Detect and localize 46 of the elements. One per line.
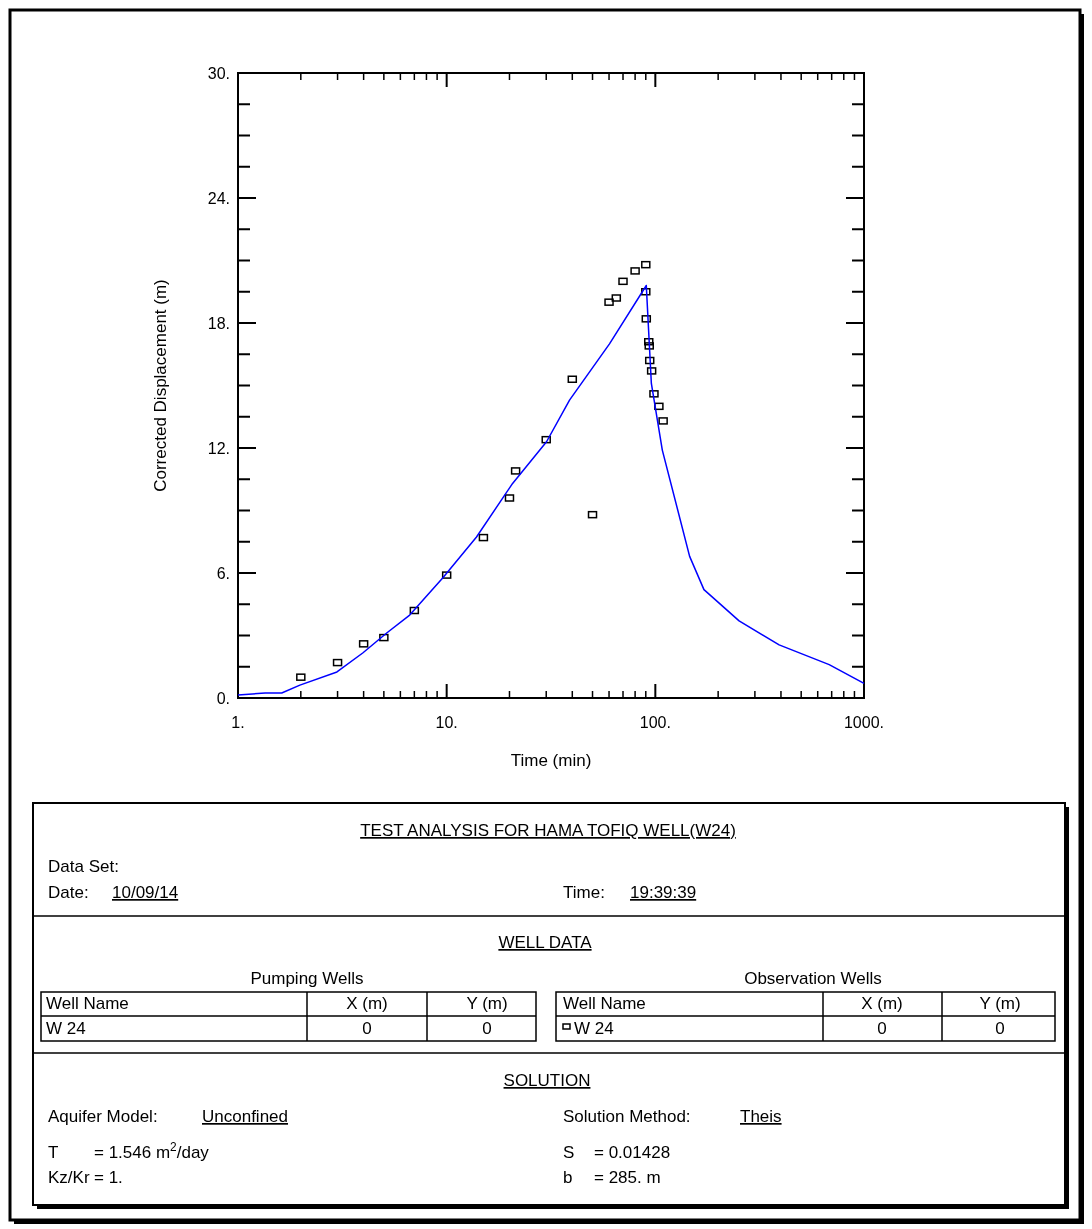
y-tick-label: 6.: [216, 565, 230, 582]
text: = 1.546 m$^{2}$/day: [94, 1140, 210, 1162]
text: = 0.01428: [594, 1143, 671, 1162]
text: Well Name: [46, 994, 129, 1013]
text: 10/09/14: [112, 883, 179, 902]
x-tick-label: 10.: [435, 714, 458, 731]
text: Pumping Wells: [250, 969, 364, 988]
text: Observation Wells: [744, 969, 882, 988]
text: W 24: [574, 1019, 614, 1038]
text: SOLUTION: [503, 1071, 591, 1090]
text: 0: [877, 1019, 887, 1038]
text: Date:: [48, 883, 89, 902]
text: 0: [362, 1019, 372, 1038]
text: Unconfined: [202, 1107, 289, 1126]
text: Kz/Kr: [48, 1168, 90, 1187]
x-tick-label: 1000.: [843, 714, 885, 731]
text: X (m): [861, 994, 903, 1013]
text: Time:: [563, 883, 605, 902]
y-tick-label: 0.: [216, 690, 230, 707]
text: 0: [482, 1019, 492, 1038]
y-tick-label: 30.: [207, 65, 230, 82]
text: = 1.: [94, 1168, 123, 1187]
text: Y (m): [466, 994, 508, 1013]
text: = 285. m: [594, 1168, 661, 1187]
text: Y (m): [979, 994, 1021, 1013]
text: 0: [995, 1019, 1005, 1038]
x-tick-label: 1.: [231, 714, 245, 731]
x-tick-label: 100.: [639, 714, 671, 731]
text: Aquifer Model:: [48, 1107, 158, 1126]
text: T: [48, 1143, 59, 1162]
text: Data Set:: [48, 857, 119, 876]
y-axis-title: Corrected Displacement (m): [151, 279, 170, 492]
text: W 24: [46, 1019, 86, 1038]
text: Solution Method:: [563, 1107, 691, 1126]
text: b: [563, 1168, 573, 1187]
y-tick-label: 12.: [207, 440, 230, 457]
text: S: [563, 1143, 575, 1162]
text: TEST ANALYSIS FOR HAMA TOFIQ WELL(W24): [360, 821, 736, 840]
y-tick-label: 24.: [207, 190, 230, 207]
text: 19:39:39: [630, 883, 697, 902]
text: X (m): [346, 994, 388, 1013]
text: Well Name: [563, 994, 646, 1013]
text: Theis: [740, 1107, 782, 1126]
y-tick-label: 18.: [207, 315, 230, 332]
x-axis-title: Time (min): [510, 751, 592, 770]
text: WELL DATA: [498, 933, 593, 952]
